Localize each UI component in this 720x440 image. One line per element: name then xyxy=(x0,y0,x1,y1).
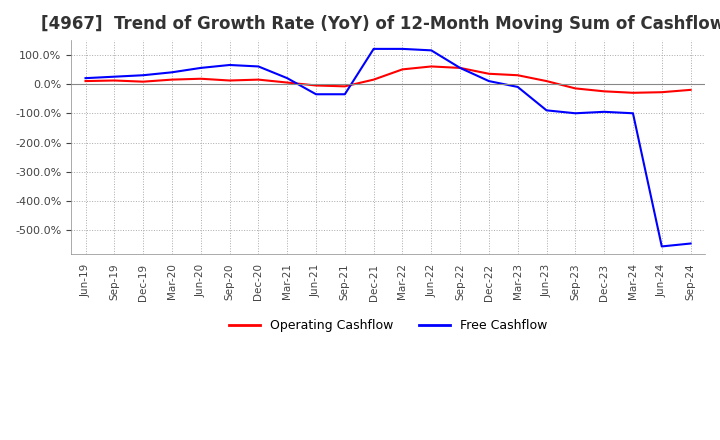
Operating Cashflow xyxy=(456,65,464,70)
Free Cashflow xyxy=(110,74,119,79)
Operating Cashflow xyxy=(139,79,148,84)
Free Cashflow xyxy=(283,76,292,81)
Free Cashflow xyxy=(513,84,522,90)
Operating Cashflow xyxy=(197,76,205,81)
Operating Cashflow xyxy=(81,78,90,84)
Operating Cashflow xyxy=(571,86,580,91)
Legend: Operating Cashflow, Free Cashflow: Operating Cashflow, Free Cashflow xyxy=(224,314,552,337)
Free Cashflow xyxy=(197,65,205,70)
Free Cashflow xyxy=(629,110,637,116)
Operating Cashflow xyxy=(629,90,637,95)
Title: [4967]  Trend of Growth Rate (YoY) of 12-Month Moving Sum of Cashflows: [4967] Trend of Growth Rate (YoY) of 12-… xyxy=(41,15,720,33)
Free Cashflow xyxy=(139,73,148,78)
Free Cashflow xyxy=(542,108,551,113)
Free Cashflow xyxy=(312,92,320,97)
Operating Cashflow xyxy=(312,83,320,88)
Operating Cashflow xyxy=(485,71,493,77)
Free Cashflow xyxy=(254,64,263,69)
Operating Cashflow xyxy=(369,77,378,82)
Operating Cashflow xyxy=(542,78,551,84)
Operating Cashflow xyxy=(513,73,522,78)
Free Cashflow xyxy=(686,241,695,246)
Operating Cashflow xyxy=(283,80,292,85)
Operating Cashflow xyxy=(600,89,608,94)
Operating Cashflow xyxy=(657,90,666,95)
Free Cashflow xyxy=(398,46,407,51)
Free Cashflow xyxy=(456,65,464,70)
Operating Cashflow xyxy=(686,87,695,92)
Operating Cashflow xyxy=(225,78,234,83)
Operating Cashflow xyxy=(168,77,176,82)
Free Cashflow xyxy=(600,109,608,114)
Operating Cashflow xyxy=(341,84,349,89)
Free Cashflow xyxy=(341,92,349,97)
Free Cashflow xyxy=(571,110,580,116)
Free Cashflow xyxy=(657,244,666,249)
Free Cashflow xyxy=(485,78,493,84)
Free Cashflow xyxy=(427,48,436,53)
Free Cashflow xyxy=(168,70,176,75)
Operating Cashflow xyxy=(254,77,263,82)
Line: Free Cashflow: Free Cashflow xyxy=(86,49,690,246)
Operating Cashflow xyxy=(398,67,407,72)
Line: Operating Cashflow: Operating Cashflow xyxy=(86,66,690,93)
Free Cashflow xyxy=(225,62,234,68)
Free Cashflow xyxy=(369,46,378,51)
Free Cashflow xyxy=(81,76,90,81)
Operating Cashflow xyxy=(110,78,119,83)
Operating Cashflow xyxy=(427,64,436,69)
